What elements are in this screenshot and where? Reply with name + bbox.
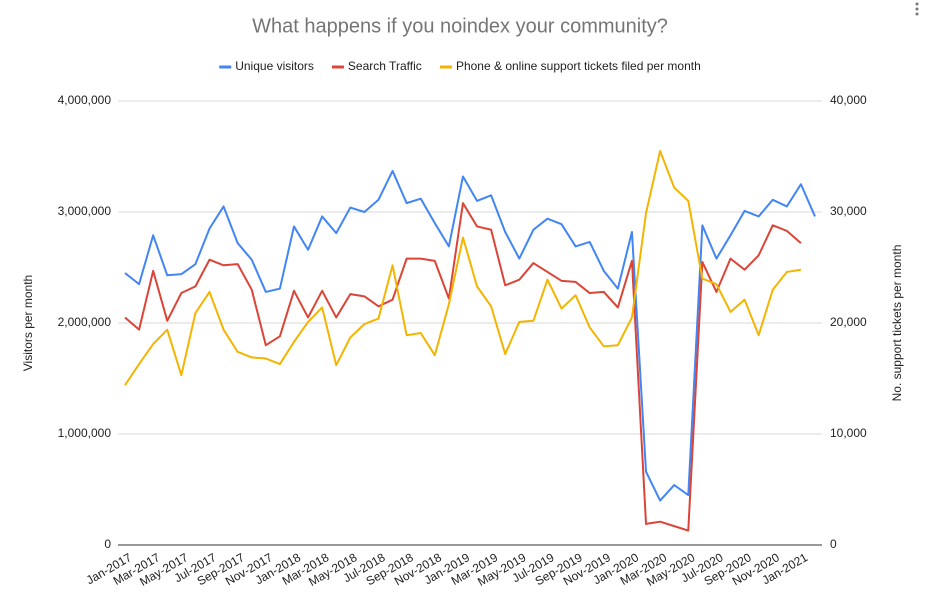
series-line bbox=[124, 149, 802, 386]
menu-dot bbox=[915, 2, 919, 6]
y-tick-label: 0 bbox=[104, 537, 111, 551]
legend-label: Phone & online support tickets filed per… bbox=[456, 59, 701, 73]
y2-tick-label: 40,000 bbox=[830, 93, 867, 107]
menu-dot bbox=[915, 7, 919, 11]
y2-tick-label: 0 bbox=[830, 537, 837, 551]
chart-title: What happens if you noindex your communi… bbox=[252, 15, 668, 37]
y2-tick-label: 20,000 bbox=[830, 315, 867, 329]
y2-axis-title: No. support tickets per month bbox=[890, 245, 904, 402]
series-line bbox=[124, 202, 802, 532]
y2-tick-label: 10,000 bbox=[830, 426, 867, 440]
y-tick-label: 2,000,000 bbox=[58, 315, 112, 329]
y-tick-label: 1,000,000 bbox=[58, 426, 112, 440]
legend-label: Unique visitors bbox=[235, 59, 314, 73]
y2-tick-label: 30,000 bbox=[830, 204, 867, 218]
y-axis-title: Visitors per month bbox=[21, 275, 35, 372]
y-tick-label: 4,000,000 bbox=[58, 93, 112, 107]
legend-label: Search Traffic bbox=[348, 59, 422, 73]
menu-icon[interactable] bbox=[915, 2, 919, 16]
menu-dot bbox=[915, 12, 919, 16]
y-tick-label: 3,000,000 bbox=[58, 204, 112, 218]
